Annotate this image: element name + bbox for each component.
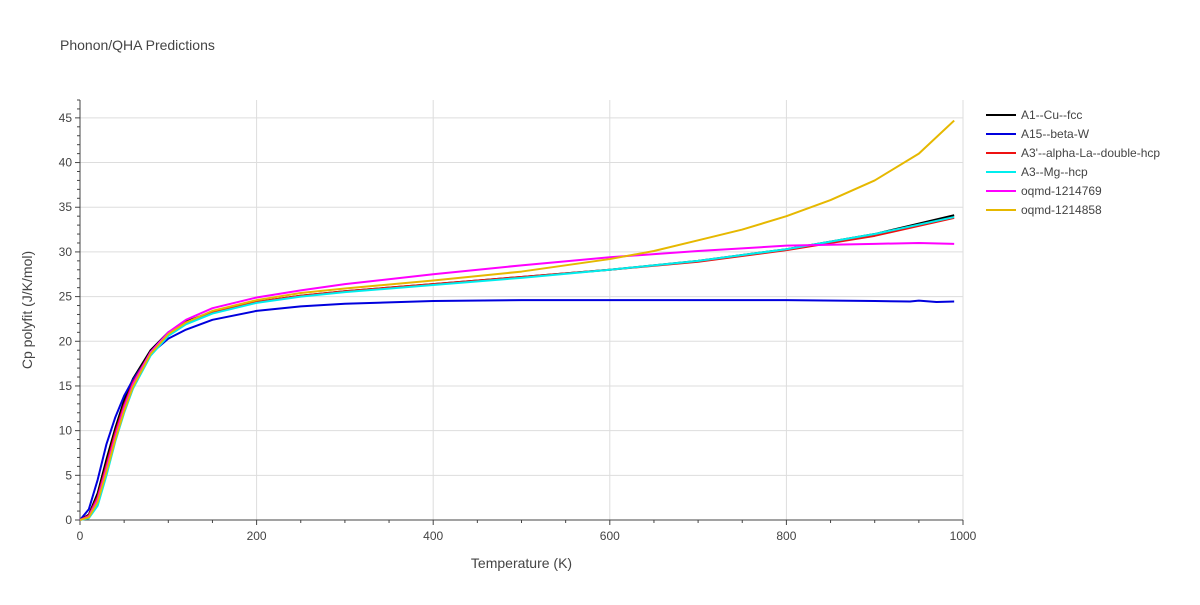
legend-label[interactable]: oqmd-1214858 bbox=[1021, 203, 1102, 217]
y-tick-label: 45 bbox=[59, 111, 73, 125]
series-line-5[interactable] bbox=[79, 119, 955, 521]
legend: A1--Cu--fcc A15--beta-W A3'--alpha-La--dou… bbox=[986, 108, 1160, 217]
plot-area bbox=[79, 119, 955, 521]
legend-label[interactable]: A3'--alpha-La--double-hcp bbox=[1021, 146, 1160, 160]
y-tick-label: 30 bbox=[59, 245, 73, 259]
y-tick-label: 40 bbox=[59, 156, 73, 170]
x-axis-title: Temperature (K) bbox=[471, 555, 572, 571]
y-tick-label: 0 bbox=[65, 513, 72, 527]
series-line-4[interactable] bbox=[79, 241, 955, 521]
axes: 0 200 400 600 800 1000 0 5 10 15 20 25 30 35 40 45 bbox=[59, 99, 977, 543]
y-tick-label: 25 bbox=[59, 290, 73, 304]
x-tick-label: 400 bbox=[423, 529, 443, 543]
y-tick-label: 15 bbox=[59, 379, 73, 393]
series-line-3[interactable] bbox=[79, 216, 955, 521]
x-tick-label: 600 bbox=[600, 529, 620, 543]
y-axis-title: Cp polyfit (J/K/mol) bbox=[19, 251, 35, 369]
x-tick-label: 200 bbox=[247, 529, 267, 543]
legend-label[interactable]: A3--Mg--hcp bbox=[1021, 165, 1088, 179]
series-line-0[interactable] bbox=[79, 214, 955, 521]
x-tick-label: 1000 bbox=[950, 529, 977, 543]
legend-label[interactable]: oqmd-1214769 bbox=[1021, 184, 1102, 198]
y-tick-label: 20 bbox=[59, 334, 73, 348]
grid bbox=[80, 100, 964, 520]
legend-label[interactable]: A1--Cu--fcc bbox=[1021, 108, 1082, 122]
y-tick-label: 5 bbox=[65, 468, 72, 482]
legend-label[interactable]: A15--beta-W bbox=[1021, 127, 1090, 141]
series-line-1[interactable] bbox=[79, 299, 955, 521]
x-tick-label: 0 bbox=[77, 529, 84, 543]
y-tick-label: 35 bbox=[59, 200, 73, 214]
series-line-2[interactable] bbox=[79, 216, 955, 521]
chart-title: Phonon/QHA Predictions bbox=[60, 37, 215, 53]
x-tick-label: 800 bbox=[776, 529, 796, 543]
y-tick-label: 10 bbox=[59, 424, 73, 438]
